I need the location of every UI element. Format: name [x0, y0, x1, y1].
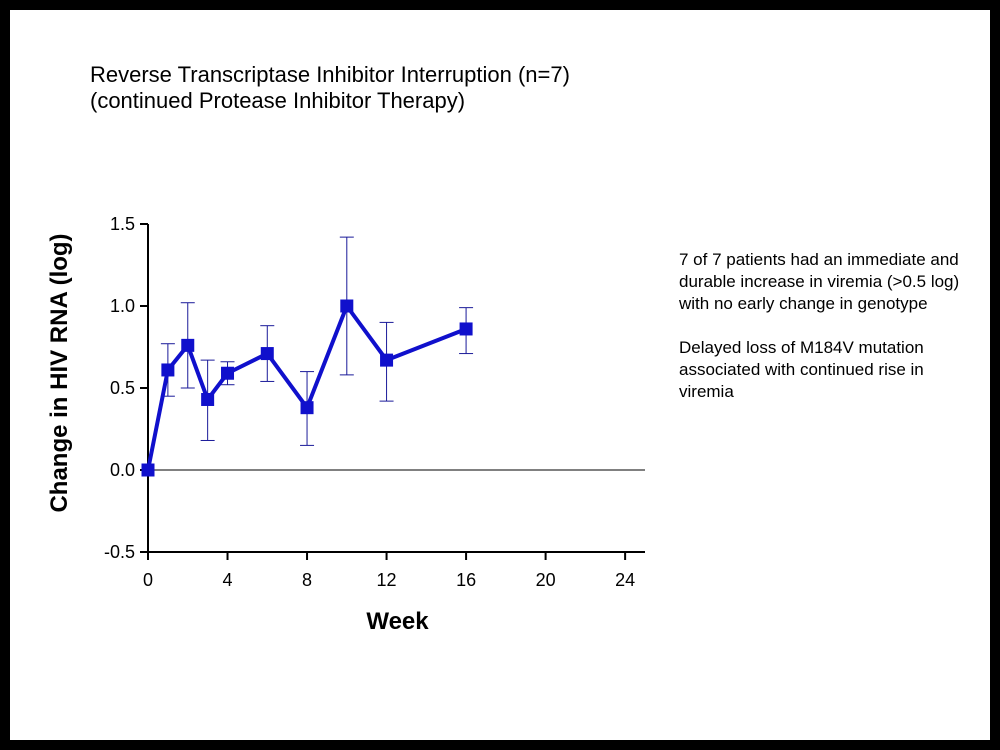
x-tick-label: 12: [377, 570, 397, 590]
y-tick-label: 1.0: [110, 296, 135, 316]
title-line-1: Reverse Transcriptase Inhibitor Interrup…: [90, 62, 570, 87]
x-tick-label: 0: [143, 570, 153, 590]
note-1: 7 of 7 patients had an immediate and dur…: [679, 250, 960, 313]
x-axis-title: Week: [366, 608, 429, 635]
data-point: [221, 366, 235, 380]
data-point: [459, 322, 473, 336]
y-tick-label: 0.0: [110, 460, 135, 480]
x-tick-label: 24: [615, 570, 635, 590]
data-point: [201, 392, 215, 406]
y-axis-title: Change in HIV RNA (log): [46, 233, 73, 512]
data-point: [260, 347, 274, 361]
title-line-2: (continued Protease Inhibitor Therapy): [90, 88, 466, 113]
note-2: Delayed loss of M184V mutation associate…: [679, 338, 924, 401]
x-tick-label: 8: [302, 570, 312, 590]
slide-title: Reverse Transcriptase Inhibitor Interrup…: [90, 62, 570, 114]
y-tick-label: 1.5: [110, 214, 135, 234]
x-tick-label: 20: [536, 570, 556, 590]
x-tick-label: 16: [456, 570, 476, 590]
data-point: [141, 463, 155, 477]
notes-text: 7 of 7 patients had an immediate and dur…: [679, 249, 979, 425]
y-tick-label: -0.5: [104, 542, 135, 562]
series-line: [146, 304, 467, 471]
data-point: [300, 401, 314, 415]
data-point: [181, 338, 195, 352]
x-tick-label: 4: [223, 570, 233, 590]
data-point: [340, 299, 354, 313]
data-point: [380, 353, 394, 367]
y-tick-label: 0.5: [110, 378, 135, 398]
data-point: [161, 363, 175, 377]
